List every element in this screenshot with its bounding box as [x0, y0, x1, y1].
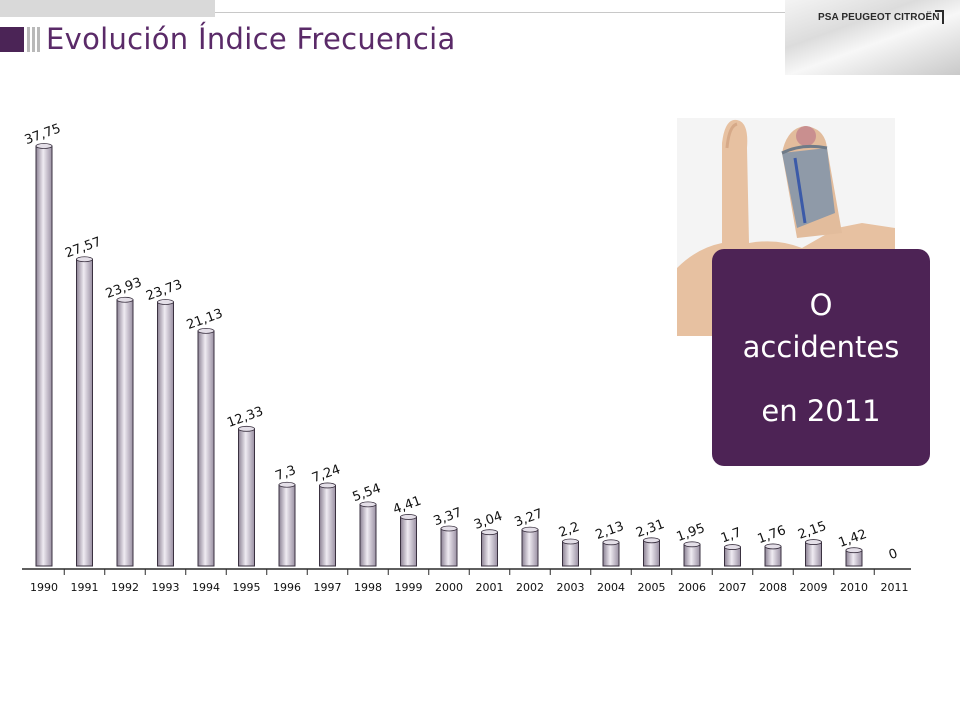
- data-label-1999: 4,41: [391, 494, 423, 518]
- x-tick-label-1991: 1991: [71, 581, 99, 594]
- bar-2002: [521, 529, 539, 567]
- data-label-2005: 2,31: [634, 517, 666, 541]
- bar-top-1993: [157, 299, 174, 305]
- bar-1990: [35, 145, 53, 567]
- data-label-2011: 0: [887, 546, 900, 563]
- x-tick-labels-layer: 1990 1991 1992 1993 1994 1995 1996 1997 1998 1999…: [30, 569, 909, 594]
- bar-top-2001: [481, 529, 498, 536]
- callout-line-3: en 2011: [761, 394, 881, 428]
- x-tick-label-1994: 1994: [192, 581, 220, 594]
- bar-1993: [157, 301, 174, 567]
- top-divider-line: [215, 12, 795, 13]
- x-tick-label-2005: 2005: [638, 581, 666, 594]
- bar-top-2006: [683, 541, 701, 548]
- bar-top-2010: [845, 547, 863, 554]
- bar-1991: [76, 258, 93, 567]
- x-tick-label-2003: 2003: [557, 581, 585, 594]
- brand-logo: PSA PEUGEOT CITROËN: [785, 0, 960, 75]
- bar-2005: [643, 539, 660, 567]
- x-tick-label-2006: 2006: [678, 581, 706, 594]
- brand-logo-text: PSA PEUGEOT CITROËN: [818, 12, 940, 23]
- data-label-2002: 3,27: [513, 506, 545, 530]
- top-decorative-bar: [0, 0, 215, 17]
- bar-top-1991: [76, 256, 93, 263]
- x-tick-label-1999: 1999: [395, 581, 423, 594]
- bar-2000: [440, 528, 458, 567]
- x-tick-label-1996: 1996: [273, 581, 301, 594]
- bar-2009: [805, 541, 822, 567]
- x-tick-label-2011: 2011: [881, 581, 909, 594]
- x-tick-label-2000: 2000: [435, 581, 463, 594]
- bar-top-2008: [764, 543, 782, 550]
- x-tick-label-2010: 2010: [840, 581, 868, 594]
- bar-top-2002: [521, 526, 539, 533]
- bar-2008: [764, 545, 782, 567]
- bar-2003: [562, 541, 579, 567]
- data-label-2008: 1,76: [756, 523, 788, 547]
- bar-top-2009: [805, 539, 822, 545]
- x-tick-label-1992: 1992: [111, 581, 139, 594]
- data-label-2010: 1,42: [837, 527, 869, 551]
- callout-line-1: O: [809, 288, 833, 322]
- bar-top-1990: [35, 143, 53, 149]
- bar-1994: [197, 330, 215, 567]
- data-label-1998: 5,54: [351, 481, 383, 505]
- title-accent-square: [0, 27, 24, 52]
- bar-top-1997: [319, 482, 336, 489]
- bar-top-1999: [400, 514, 417, 520]
- bars-layer: [35, 143, 863, 567]
- callout-line-2: accidentes: [742, 330, 900, 364]
- bar-1992: [116, 299, 134, 567]
- x-tick-label-2009: 2009: [800, 581, 828, 594]
- data-label-1997: 7,24: [310, 462, 342, 486]
- bar-top-2000: [440, 525, 458, 532]
- callout-box: O accidentes en 2011: [712, 249, 930, 466]
- data-label-2000: 3,37: [432, 505, 464, 529]
- data-label-2007: 1,7: [719, 525, 744, 546]
- x-tick-label-2008: 2008: [759, 581, 787, 594]
- bar-top-2004: [602, 539, 620, 546]
- data-label-2001: 3,04: [472, 509, 504, 533]
- x-tick-label-2004: 2004: [597, 581, 625, 594]
- bar-2006: [683, 543, 701, 567]
- bar-top-1995: [238, 425, 255, 432]
- x-tick-label-1990: 1990: [30, 581, 58, 594]
- x-tick-label-1995: 1995: [233, 581, 261, 594]
- bar-top-1992: [116, 296, 134, 303]
- bar-top-2003: [562, 538, 579, 545]
- bar-top-1994: [197, 328, 215, 334]
- data-label-1996: 7,3: [274, 463, 299, 484]
- bar-2004: [602, 541, 620, 567]
- bar-top-2007: [724, 544, 741, 550]
- data-label-2009: 2,15: [796, 519, 828, 543]
- x-tick-label-2007: 2007: [719, 581, 747, 594]
- data-label-2004: 2,13: [594, 519, 626, 543]
- x-tick-label-1997: 1997: [314, 581, 342, 594]
- bar-1997: [319, 484, 336, 567]
- x-tick-label-1998: 1998: [354, 581, 382, 594]
- bar-1999: [400, 516, 417, 567]
- data-label-2003: 2,2: [557, 520, 582, 541]
- bar-1996: [278, 484, 296, 567]
- data-label-2006: 1,95: [675, 521, 707, 545]
- bar-2001: [481, 531, 498, 567]
- x-tick-label-2001: 2001: [476, 581, 504, 594]
- x-tick-label-1993: 1993: [152, 581, 180, 594]
- bar-1998: [359, 503, 377, 567]
- bar-top-2005: [643, 537, 660, 544]
- title-accent-stripes: [27, 27, 41, 52]
- brand-logo-mark-icon: [935, 10, 944, 24]
- bar-1995: [238, 428, 255, 567]
- bar-top-1998: [359, 501, 377, 508]
- page-title: Evolución Índice Frecuencia: [46, 22, 456, 56]
- x-tick-label-2002: 2002: [516, 581, 544, 594]
- bar-top-1996: [278, 481, 296, 488]
